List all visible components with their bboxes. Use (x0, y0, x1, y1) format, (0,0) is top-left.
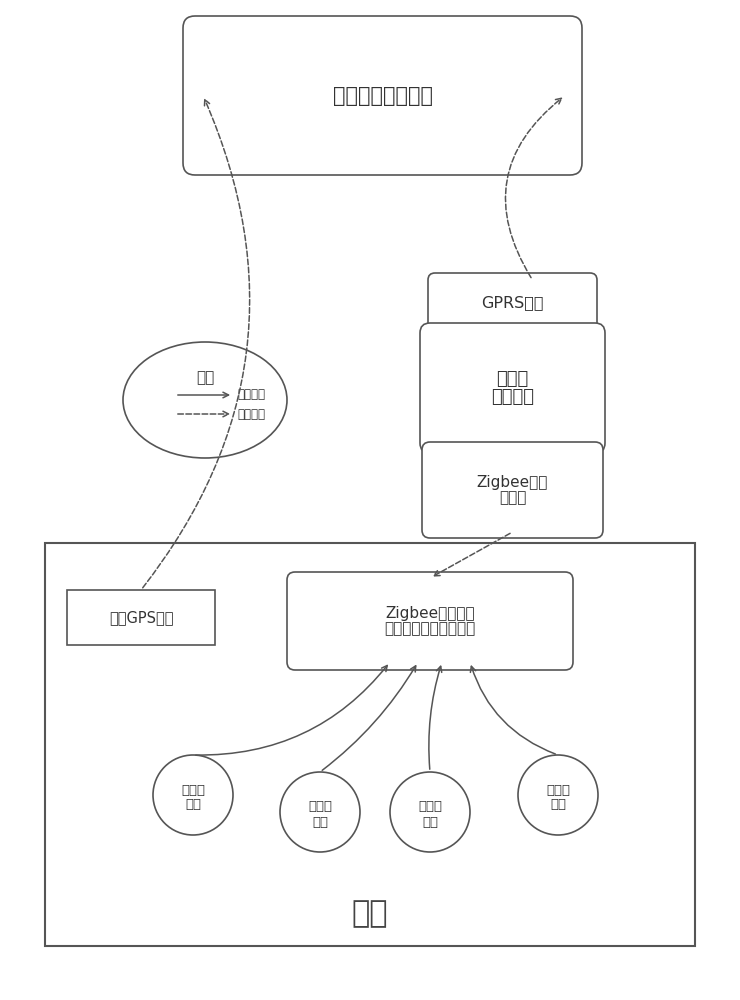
Text: 货车: 货车 (352, 900, 389, 928)
Text: 手持式: 手持式 (497, 370, 528, 388)
Text: 压力传: 压力传 (181, 784, 205, 796)
Text: Zigbee协调: Zigbee协调 (477, 475, 548, 490)
FancyBboxPatch shape (183, 16, 582, 175)
FancyBboxPatch shape (420, 323, 605, 453)
Text: （带时钟以及存储器）: （带时钟以及存储器） (384, 621, 476, 636)
Circle shape (280, 772, 360, 852)
Text: GPRS模块: GPRS模块 (481, 296, 544, 310)
Circle shape (390, 772, 470, 852)
FancyBboxPatch shape (422, 442, 603, 538)
Text: 感器: 感器 (312, 816, 328, 828)
Text: 器模块: 器模块 (499, 490, 526, 505)
Text: Zigbee节点模块: Zigbee节点模块 (386, 606, 475, 621)
Text: 无线通信: 无线通信 (237, 408, 265, 420)
Text: 压力传: 压力传 (546, 784, 570, 796)
Text: 压力传: 压力传 (308, 800, 332, 814)
Bar (67, 590, 215, 645)
Circle shape (153, 755, 233, 835)
Ellipse shape (123, 342, 287, 458)
Text: 图例: 图例 (196, 370, 214, 385)
Text: 感器: 感器 (550, 798, 566, 812)
Text: 远程网络管理中心: 远程网络管理中心 (332, 86, 432, 105)
Text: 感器: 感器 (185, 798, 201, 812)
Text: 移动终端: 移动终端 (491, 388, 534, 406)
Text: 感器: 感器 (422, 816, 438, 828)
Text: 有线通信: 有线通信 (237, 388, 265, 401)
Bar (45, 543, 695, 946)
Text: 压力传: 压力传 (418, 800, 442, 814)
Text: 车载GPS模块: 车载GPS模块 (109, 610, 173, 625)
FancyBboxPatch shape (428, 273, 597, 333)
Circle shape (518, 755, 598, 835)
FancyBboxPatch shape (287, 572, 573, 670)
